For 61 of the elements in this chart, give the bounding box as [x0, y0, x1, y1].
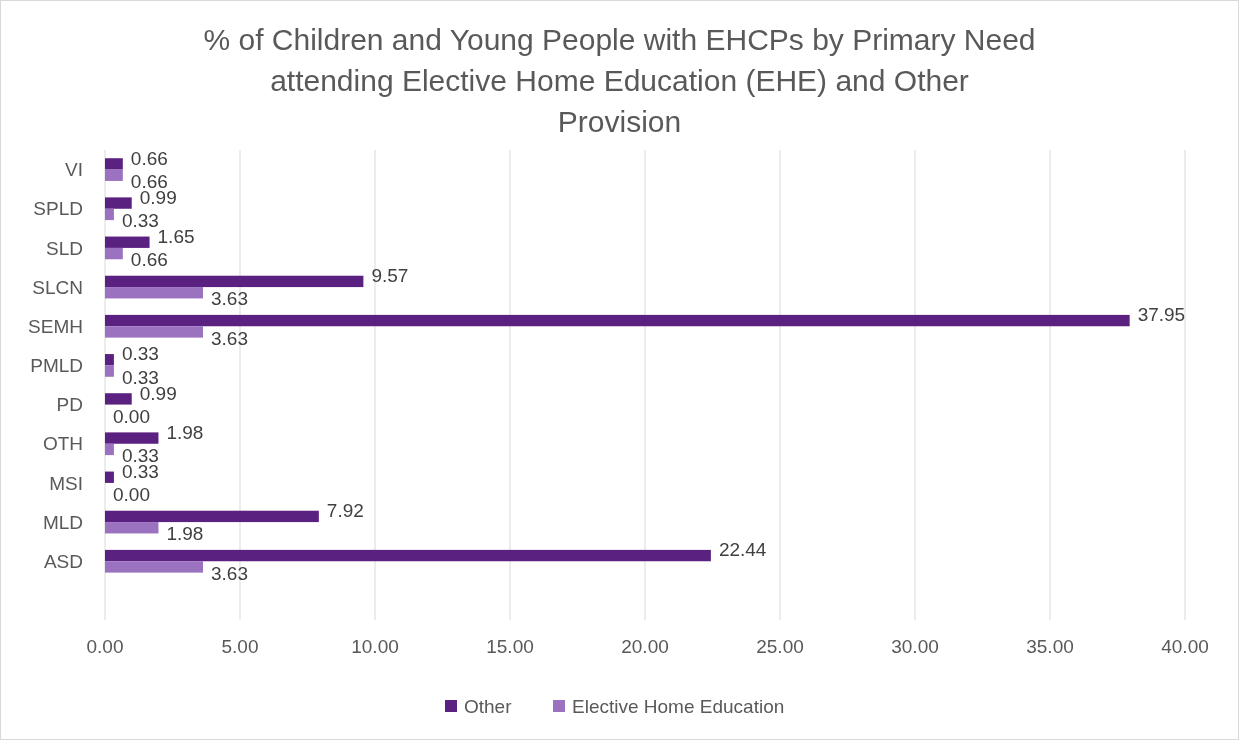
bar — [105, 510, 319, 523]
data-label: 1.98 — [166, 523, 204, 545]
bar — [105, 354, 114, 366]
data-label: 7.92 — [326, 500, 364, 522]
data-label: 0.33 — [121, 210, 159, 232]
data-label: 0.66 — [130, 147, 168, 169]
bar — [105, 236, 150, 248]
bar — [105, 287, 204, 299]
y-tick-label: PMLD — [30, 355, 83, 377]
bar — [105, 169, 123, 181]
data-label: 22.44 — [718, 539, 767, 561]
y-tick-label: SLCN — [32, 276, 83, 298]
x-tick-label: 0.00 — [86, 636, 124, 657]
data-label: 37.95 — [1137, 304, 1186, 326]
y-tick-label: OTH — [42, 433, 83, 455]
chart-title: % of Children and Young People with EHCPs by Primary Need attending Elective Home Education (EHE) and Other Provision — [203, 23, 1036, 138]
data-label: 0.33 — [121, 343, 159, 365]
data-label: 9.57 — [371, 265, 409, 287]
x-tick-label: 30.00 — [891, 636, 939, 657]
data-label: 0.00 — [113, 484, 150, 506]
bar — [105, 158, 123, 170]
bar — [105, 365, 114, 377]
bar — [105, 561, 204, 573]
bar — [105, 471, 114, 483]
y-tick-label: MLD — [42, 511, 83, 533]
data-label: 1.98 — [166, 421, 204, 443]
y-tick-label: SLD — [46, 237, 83, 259]
x-tick-label: 10.00 — [351, 636, 399, 657]
x-tick-label: 20.00 — [621, 636, 669, 657]
bar — [105, 393, 132, 405]
data-label: 3.63 — [211, 288, 248, 310]
x-tick-label: 35.00 — [1026, 636, 1074, 657]
x-tick-label: 5.00 — [221, 636, 259, 657]
data-label: 0.33 — [121, 366, 159, 388]
data-label: 0.00 — [113, 405, 150, 427]
bar — [105, 326, 204, 338]
y-tick-label: MSI — [49, 472, 83, 494]
bar — [105, 197, 132, 209]
bar — [105, 208, 114, 221]
bar — [105, 314, 1130, 327]
x-tick-label: 40.00 — [1161, 636, 1209, 657]
bar — [105, 549, 711, 562]
bar — [105, 443, 114, 456]
legend-label: Other — [464, 695, 513, 717]
data-label: 1.65 — [157, 225, 195, 247]
legend-label: Elective Home Education — [572, 695, 785, 717]
y-tick-label: PD — [56, 394, 83, 416]
data-label: 0.66 — [130, 170, 168, 192]
y-tick-label: SEMH — [28, 315, 83, 337]
y-tick-label: ASD — [43, 550, 83, 572]
y-tick-label: VI — [65, 159, 83, 181]
bar — [105, 432, 159, 444]
data-label: 3.63 — [211, 327, 248, 349]
bar — [105, 522, 159, 534]
bar — [105, 247, 123, 260]
x-tick-label: 25.00 — [756, 636, 804, 657]
x-tick-label: 15.00 — [486, 636, 534, 657]
y-tick-label: SPLD — [33, 198, 83, 220]
bar — [105, 275, 364, 288]
data-label: 3.63 — [211, 562, 248, 584]
data-label: 0.66 — [130, 249, 168, 271]
